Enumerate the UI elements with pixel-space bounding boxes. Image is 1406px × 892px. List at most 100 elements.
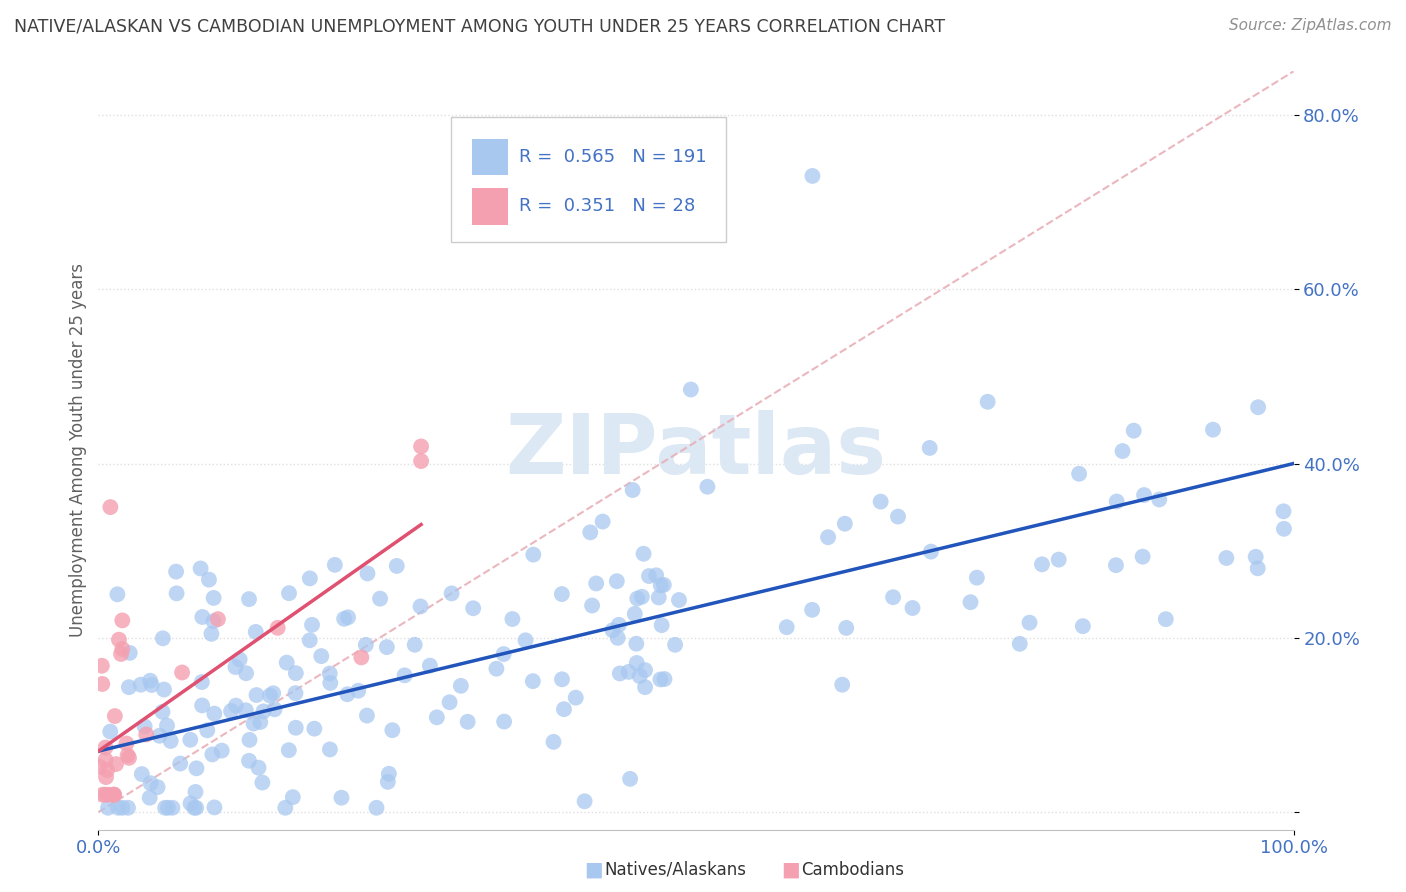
Point [152,705,174,719]
Text: Natives/Alaskans: Natives/Alaskans [605,861,747,879]
Point [887,509,910,524]
Text: R =  0.565   N = 191: R = 0.565 N = 191 [519,148,707,166]
Point [1247,561,1270,575]
Point [172,665,194,680]
Point [411,454,433,468]
Point [623,607,645,621]
Point [117,748,139,763]
Text: ▪: ▪ [583,855,605,884]
Point [139,776,162,790]
Point [98,724,121,739]
Point [1071,619,1094,633]
Y-axis label: Unemployment Among Youth under 25 years: Unemployment Among Youth under 25 years [69,263,87,638]
Point [651,618,673,632]
Point [103,788,125,802]
Point [198,573,221,587]
Point [378,766,401,780]
Point [238,754,260,768]
Point [131,767,153,781]
Point [522,674,544,689]
Point [1272,522,1295,536]
Point [959,595,981,609]
Point [97,801,120,815]
Point [776,620,799,634]
Point [617,665,640,679]
Point [607,618,630,632]
Point [179,732,201,747]
Point [834,516,856,531]
Point [89,760,111,774]
Point [191,610,214,624]
Point [650,673,672,687]
Point [103,788,125,802]
Point [117,801,139,815]
Point [263,702,285,716]
Point [1202,423,1225,437]
Point [139,673,162,688]
Point [111,801,134,815]
Point [228,652,250,666]
Point [1244,549,1267,564]
Point [831,678,853,692]
Point [1122,424,1144,438]
Point [97,788,120,802]
Point [238,592,260,607]
Point [104,709,127,723]
Point [918,441,941,455]
Point [159,734,181,748]
Point [522,548,544,562]
Point [652,578,675,592]
Point [319,676,342,690]
Point [184,785,207,799]
Point [450,679,472,693]
Point [835,621,858,635]
Point [278,586,301,600]
Point [202,614,225,628]
Point [118,646,141,660]
Point [337,610,360,624]
Point [492,647,515,661]
Point [626,656,648,670]
Point [347,683,370,698]
Point [356,566,378,581]
Point [107,801,129,815]
Point [169,756,191,771]
Point [153,682,176,697]
Point [574,794,596,808]
Point [404,638,426,652]
Point [245,624,267,639]
Point [219,704,242,718]
Point [103,788,125,802]
Point [225,698,247,713]
Point [817,530,839,544]
Point [621,483,644,497]
Point [1154,612,1177,626]
Point [920,544,942,558]
Point [592,515,614,529]
Point [801,169,824,183]
Point [138,790,160,805]
Point [1105,558,1128,573]
Point [336,687,359,701]
Point [609,666,631,681]
Point [96,763,118,777]
Point [191,698,214,713]
Point [238,732,260,747]
Point [201,747,224,762]
Point [105,587,128,601]
Point [259,689,281,703]
Point [277,743,299,757]
Point [606,631,628,645]
Point [252,704,274,718]
Point [94,740,117,755]
Point [134,719,156,733]
Point [551,587,574,601]
Point [1031,558,1053,572]
Point [440,586,463,600]
Point [638,569,661,583]
Point [650,578,672,592]
Point [377,774,399,789]
Text: Source: ZipAtlas.com: Source: ZipAtlas.com [1229,18,1392,33]
Point [463,601,485,615]
Text: R =  0.351   N = 28: R = 0.351 N = 28 [519,197,696,215]
